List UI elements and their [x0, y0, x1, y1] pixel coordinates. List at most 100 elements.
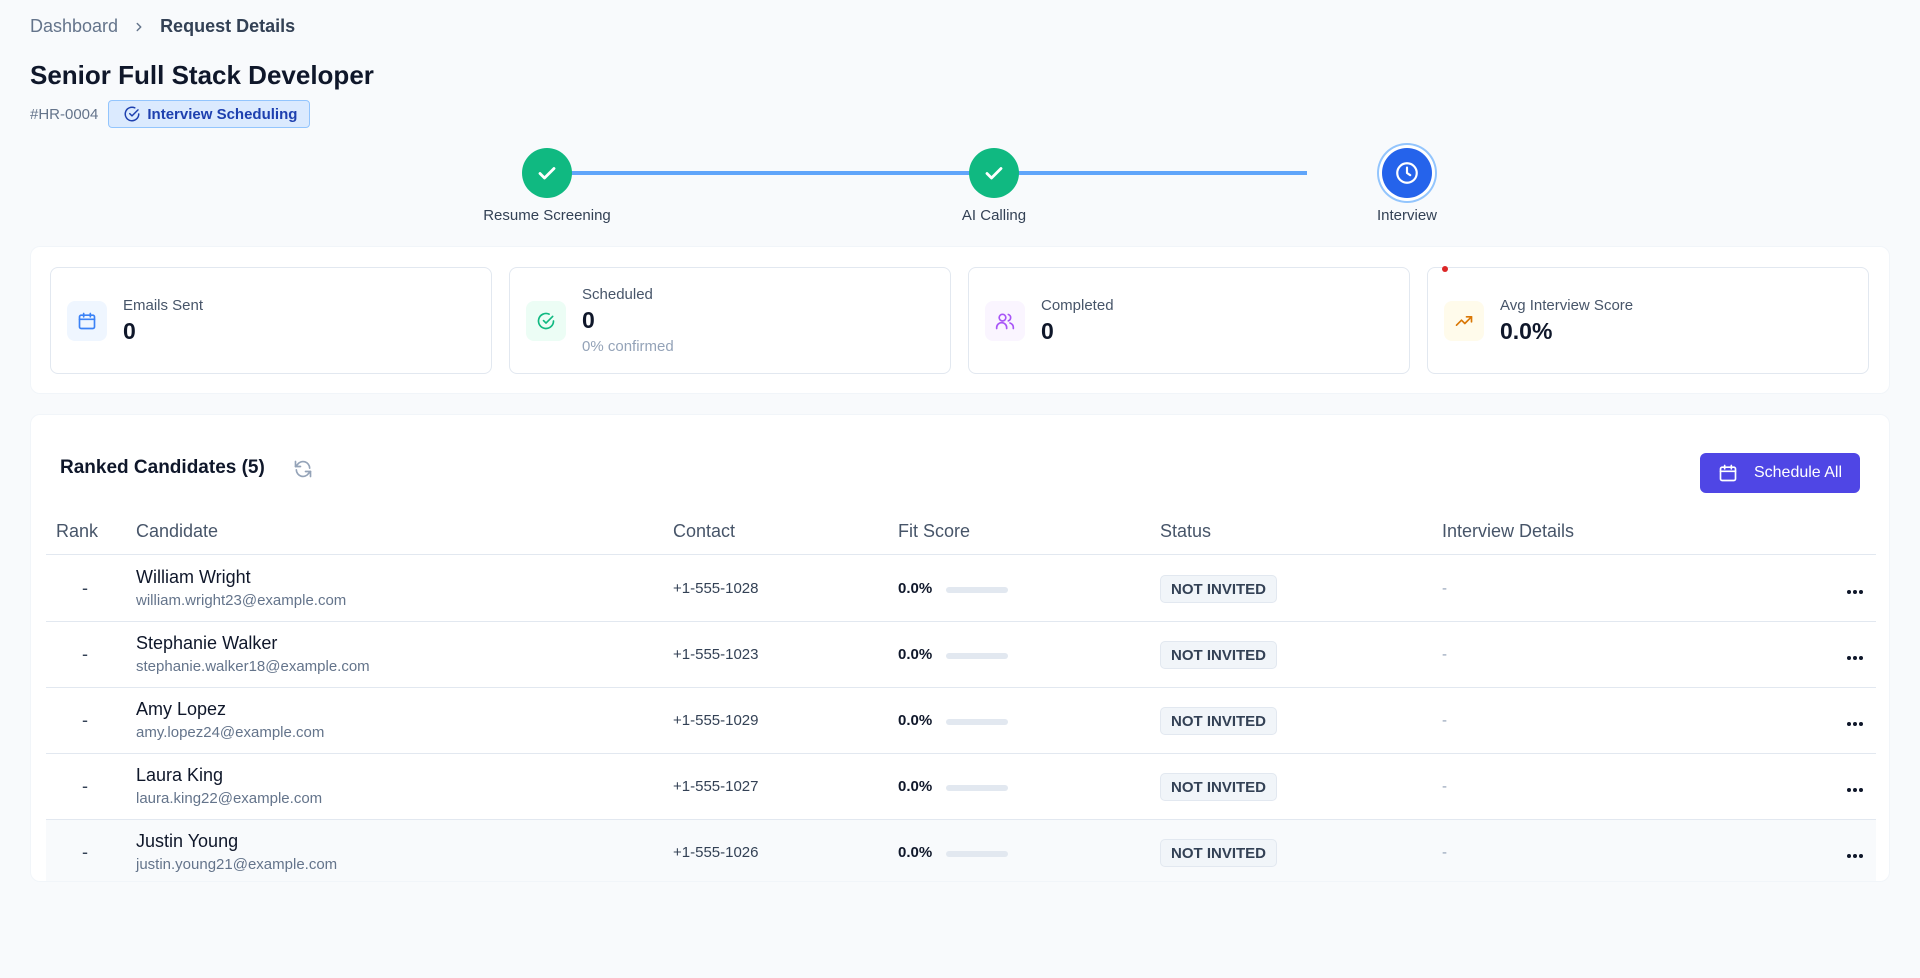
contact-phone: +1-555-1028: [673, 580, 759, 597]
step-resume-screening: [522, 148, 572, 198]
candidate-email: william.wright23@example.com: [136, 592, 347, 609]
status-badge: NOT INVITED: [1160, 839, 1278, 867]
ranked-candidates-panel: Ranked Candidates (5) Schedule All Rank …: [30, 414, 1890, 882]
candidate-name: Amy Lopez: [136, 699, 227, 719]
schedule-all-label: Schedule All: [1753, 464, 1843, 481]
column-header-interview-details: Interview Details: [1442, 521, 1575, 541]
contact-phone: +1-555-1027: [673, 778, 759, 795]
step-label: Resume Screening: [483, 207, 611, 224]
table-row[interactable]: - Laura King laura.king22@example.com +1…: [46, 754, 1876, 820]
fit-score-bar: [946, 851, 1008, 857]
users-icon: [985, 300, 1025, 341]
stat-avg-interview-score: Avg Interview Score 0.0%: [1427, 266, 1869, 374]
request-id: #HR-0004: [30, 105, 99, 123]
interview-details: -: [1442, 646, 1447, 663]
chevron-right-icon: [132, 20, 146, 34]
fit-score-value: 0.0%: [898, 646, 933, 663]
stat-emails-sent: Emails Sent 0: [50, 267, 492, 374]
table-row[interactable]: - Amy Lopez amy.lopez24@example.com +1-5…: [46, 688, 1876, 754]
stat-value: 0: [123, 317, 136, 344]
status-badge: Interview Scheduling: [108, 100, 311, 128]
column-header-status: Status: [1160, 521, 1212, 541]
step-interview: [1382, 148, 1432, 198]
fit-score-bar: [946, 719, 1008, 725]
refresh-icon[interactable]: [293, 459, 313, 484]
step-label: Interview: [1376, 207, 1438, 224]
check-circle-icon: [123, 105, 141, 123]
stat-subtext: 0% confirmed: [582, 338, 674, 355]
breadcrumb-current: Request Details: [160, 16, 296, 36]
check-icon: [982, 161, 1006, 185]
check-circle-icon: [526, 300, 566, 341]
interview-details: -: [1442, 778, 1447, 795]
fit-score-bar: [946, 587, 1008, 593]
progress-stepper: Resume Screening AI Calling Interview: [478, 145, 1437, 230]
calendar-icon: [67, 300, 107, 341]
trending-up-icon: [1444, 300, 1484, 341]
breadcrumb-dashboard-link[interactable]: Dashboard: [30, 16, 119, 36]
candidate-email: stephanie.walker18@example.com: [136, 658, 370, 675]
table-row[interactable]: - Stephanie Walker stephanie.walker18@ex…: [46, 622, 1876, 688]
table-row[interactable]: - Justin Young justin.young21@example.co…: [46, 820, 1876, 881]
candidate-name: Laura King: [136, 765, 224, 785]
step-label: AI Calling: [961, 207, 1027, 224]
table-title: Ranked Candidates (5): [60, 457, 265, 478]
fit-score-value: 0.0%: [898, 580, 933, 597]
fit-score-value: 0.0%: [898, 712, 933, 729]
stat-value: 0: [1041, 317, 1054, 344]
status-badge-label: Interview Scheduling: [147, 105, 298, 123]
step-ai-calling: [969, 148, 1019, 198]
rank-cell: -: [82, 578, 88, 598]
contact-phone: +1-555-1029: [673, 712, 759, 729]
breadcrumb: Dashboard Request Details: [30, 16, 295, 37]
candidate-email: justin.young21@example.com: [136, 856, 338, 873]
interview-details: -: [1442, 712, 1447, 729]
request-meta: #HR-0004 Interview Scheduling: [30, 100, 311, 128]
stat-value: 0.0%: [1500, 317, 1553, 344]
candidate-email: amy.lopez24@example.com: [136, 724, 325, 741]
status-badge: NOT INVITED: [1160, 707, 1278, 735]
calendar-icon: [1718, 463, 1738, 483]
stat-label: Avg Interview Score: [1500, 296, 1634, 314]
status-badge: NOT INVITED: [1160, 641, 1278, 669]
check-icon: [535, 161, 559, 185]
rank-cell: -: [82, 710, 88, 730]
table-header: Rank Candidate Contact Fit Score Status …: [46, 517, 1876, 555]
contact-phone: +1-555-1026: [673, 844, 759, 861]
stat-completed: Completed 0: [968, 267, 1410, 374]
rank-cell: -: [82, 644, 88, 664]
fit-score-bar: [946, 785, 1008, 791]
interview-details: -: [1442, 580, 1447, 597]
stat-scheduled: Scheduled 0 0% confirmed: [509, 267, 951, 374]
column-header-rank: Rank: [56, 521, 99, 541]
status-badge: NOT INVITED: [1160, 773, 1278, 801]
more-options-icon[interactable]: [1846, 714, 1864, 732]
stat-label: Completed: [1041, 296, 1114, 314]
stat-value: 0: [582, 307, 595, 333]
stat-label: Scheduled: [582, 286, 653, 303]
more-options-icon[interactable]: [1846, 648, 1864, 666]
notification-dot: [1442, 266, 1448, 272]
interview-details: -: [1442, 844, 1447, 861]
table-row[interactable]: - William Wright william.wright23@exampl…: [46, 556, 1876, 622]
candidate-name: Justin Young: [136, 831, 239, 851]
more-options-icon[interactable]: [1846, 846, 1864, 864]
more-options-icon[interactable]: [1846, 780, 1864, 798]
fit-score-value: 0.0%: [898, 778, 933, 795]
clock-icon: [1394, 160, 1420, 186]
rank-cell: -: [82, 842, 88, 862]
schedule-all-button[interactable]: Schedule All: [1700, 453, 1860, 493]
column-header-contact: Contact: [673, 521, 736, 541]
candidate-name: William Wright: [136, 567, 251, 587]
column-header-candidate: Candidate: [136, 521, 219, 541]
status-badge: NOT INVITED: [1160, 575, 1278, 603]
fit-score-bar: [946, 653, 1008, 659]
more-options-icon[interactable]: [1846, 582, 1864, 600]
stats-panel: Emails Sent 0 Scheduled 0 0% confirmed C…: [30, 246, 1890, 394]
fit-score-value: 0.0%: [898, 844, 933, 861]
contact-phone: +1-555-1023: [673, 646, 759, 663]
rank-cell: -: [82, 776, 88, 796]
candidate-email: laura.king22@example.com: [136, 790, 323, 807]
stat-label: Emails Sent: [123, 296, 204, 314]
stepper-line: [547, 171, 1307, 175]
